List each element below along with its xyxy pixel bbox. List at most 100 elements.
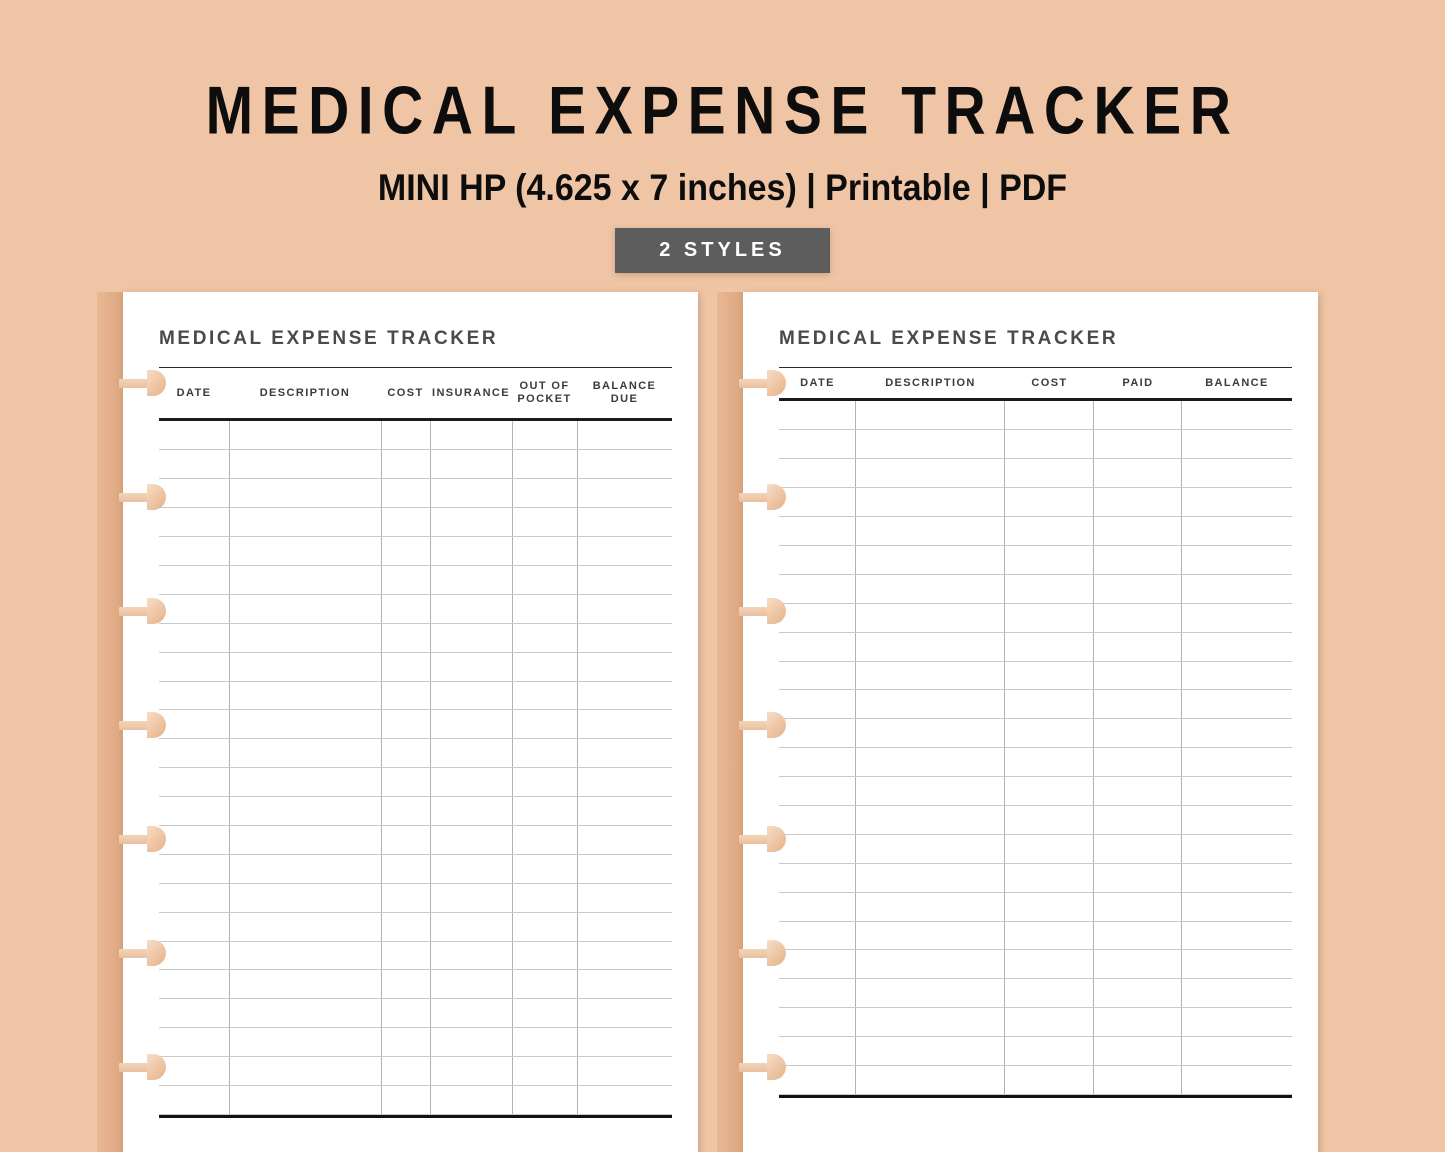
table-cell[interactable]: [1004, 603, 1095, 633]
table-cell[interactable]: [779, 401, 857, 431]
table-cell[interactable]: [855, 429, 1006, 460]
table-cell[interactable]: [512, 825, 578, 855]
table-row[interactable]: [159, 825, 672, 855]
table-row[interactable]: [159, 623, 672, 653]
table-cell[interactable]: [855, 949, 1006, 980]
table-cell[interactable]: [229, 796, 382, 826]
table-cell[interactable]: [1004, 805, 1095, 835]
table-cell[interactable]: [577, 941, 672, 971]
table-cell[interactable]: [1093, 718, 1183, 749]
table-cell[interactable]: [159, 998, 230, 1029]
table-cell[interactable]: [855, 805, 1006, 835]
table-cell[interactable]: [512, 883, 578, 913]
table-cell[interactable]: [1181, 603, 1292, 633]
table-row[interactable]: [159, 709, 672, 740]
table-cell[interactable]: [430, 709, 513, 740]
table-cell[interactable]: [229, 478, 382, 509]
table-cell[interactable]: [159, 507, 230, 538]
table-cell[interactable]: [381, 825, 431, 855]
table-cell[interactable]: [159, 1085, 230, 1115]
table-cell[interactable]: [779, 834, 857, 864]
table-row[interactable]: [159, 767, 672, 798]
table-cell[interactable]: [430, 998, 513, 1029]
table-cell[interactable]: [159, 796, 230, 826]
table-cell[interactable]: [1093, 863, 1183, 893]
table-cell[interactable]: [512, 421, 578, 451]
table-cell[interactable]: [855, 632, 1006, 662]
table-cell[interactable]: [1004, 718, 1095, 749]
table-cell[interactable]: [855, 401, 1006, 431]
table-cell[interactable]: [779, 632, 857, 662]
table-cell[interactable]: [1004, 1007, 1095, 1038]
table-cell[interactable]: [229, 507, 382, 538]
table-cell[interactable]: [512, 449, 578, 480]
table-row[interactable]: [779, 603, 1292, 633]
table-cell[interactable]: [430, 1027, 513, 1058]
table-row[interactable]: [779, 1007, 1292, 1038]
table-cell[interactable]: [855, 1065, 1006, 1095]
table-cell[interactable]: [512, 912, 578, 942]
table-cell[interactable]: [381, 536, 431, 566]
table-cell[interactable]: [229, 969, 382, 1000]
table-cell[interactable]: [512, 507, 578, 538]
table-cell[interactable]: [779, 603, 857, 633]
table-row[interactable]: [779, 661, 1292, 691]
table-cell[interactable]: [1093, 516, 1183, 546]
table-row[interactable]: [779, 1036, 1292, 1066]
table-row[interactable]: [159, 912, 672, 942]
table-cell[interactable]: [229, 883, 382, 913]
table-cell[interactable]: [512, 594, 578, 624]
table-cell[interactable]: [1181, 545, 1292, 575]
table-cell[interactable]: [430, 449, 513, 480]
table-cell[interactable]: [577, 998, 672, 1029]
table-cell[interactable]: [381, 1056, 431, 1086]
table-cell[interactable]: [1181, 661, 1292, 691]
table-cell[interactable]: [229, 565, 382, 595]
table-cell[interactable]: [229, 1085, 382, 1115]
table-cell[interactable]: [512, 796, 578, 826]
table-cell[interactable]: [855, 574, 1006, 604]
table-row[interactable]: [159, 421, 672, 451]
table-cell[interactable]: [430, 594, 513, 624]
table-cell[interactable]: [159, 652, 230, 682]
table-cell[interactable]: [1181, 921, 1292, 951]
table-cell[interactable]: [430, 796, 513, 826]
table-cell[interactable]: [1181, 834, 1292, 864]
table-cell[interactable]: [381, 969, 431, 1000]
table-cell[interactable]: [381, 738, 431, 769]
table-cell[interactable]: [430, 652, 513, 682]
table-cell[interactable]: [381, 854, 431, 884]
table-cell[interactable]: [577, 912, 672, 942]
table-cell[interactable]: [512, 738, 578, 769]
table-cell[interactable]: [1181, 1007, 1292, 1038]
table-cell[interactable]: [1093, 487, 1183, 518]
table-cell[interactable]: [430, 969, 513, 1000]
table-cell[interactable]: [381, 767, 431, 798]
table-cell[interactable]: [1181, 632, 1292, 662]
table-cell[interactable]: [577, 1056, 672, 1086]
table-row[interactable]: [159, 478, 672, 509]
table-cell[interactable]: [1004, 892, 1095, 922]
table-row[interactable]: [159, 738, 672, 769]
table-cell[interactable]: [381, 681, 431, 711]
table-cell[interactable]: [855, 516, 1006, 546]
table-cell[interactable]: [381, 941, 431, 971]
table-cell[interactable]: [1181, 1065, 1292, 1095]
table-cell[interactable]: [512, 941, 578, 971]
table-cell[interactable]: [1004, 632, 1095, 662]
table-cell[interactable]: [430, 421, 513, 451]
table-cell[interactable]: [1004, 834, 1095, 864]
table-cell[interactable]: [512, 536, 578, 566]
table-cell[interactable]: [1004, 1036, 1095, 1066]
table-cell[interactable]: [779, 661, 857, 691]
table-cell[interactable]: [229, 1027, 382, 1058]
table-row[interactable]: [159, 536, 672, 566]
table-cell[interactable]: [512, 565, 578, 595]
table-cell[interactable]: [779, 458, 857, 489]
table-cell[interactable]: [1181, 516, 1292, 546]
table-cell[interactable]: [855, 661, 1006, 691]
table-cell[interactable]: [159, 565, 230, 595]
table-row[interactable]: [779, 401, 1292, 431]
table-cell[interactable]: [1004, 661, 1095, 691]
table-cell[interactable]: [159, 623, 230, 653]
